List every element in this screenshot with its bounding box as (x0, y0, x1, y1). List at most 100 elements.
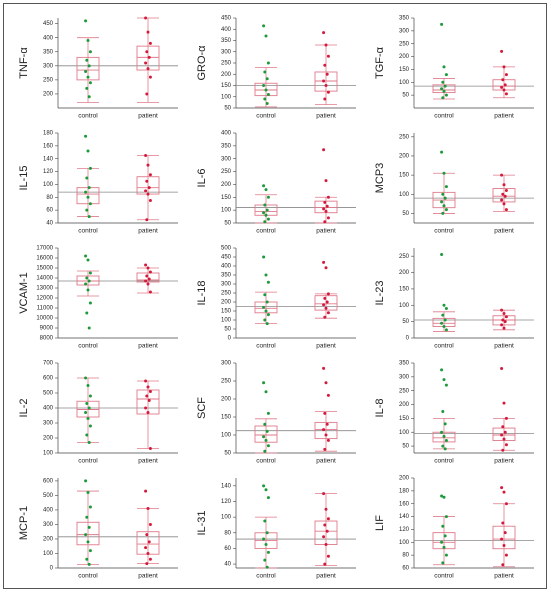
y-tick-label: 150 (399, 416, 410, 422)
data-point (443, 84, 447, 88)
data-point (145, 50, 149, 54)
data-point (263, 519, 267, 523)
y-tick-label: 200 (399, 402, 410, 408)
y-tick-label: 200 (43, 92, 54, 98)
data-point (86, 491, 90, 495)
data-point (263, 97, 267, 101)
data-point (322, 428, 326, 432)
x-tick-label: patient (494, 458, 514, 465)
y-axis-label: IL-8 (374, 399, 386, 418)
data-point (324, 507, 328, 511)
data-point (264, 438, 268, 442)
data-point (501, 318, 505, 322)
y-tick-label: 50 (402, 211, 409, 217)
data-point (444, 328, 448, 332)
y-tick-label: 0 (406, 336, 410, 342)
data-point (145, 394, 149, 398)
data-point (501, 448, 505, 452)
y-axis-label: MCP-1 (18, 506, 30, 540)
data-point (324, 306, 328, 310)
data-point (326, 517, 330, 521)
y-axis-label: IL-18 (196, 280, 208, 305)
data-point (145, 533, 149, 537)
y-tick-label: 250 (399, 388, 410, 394)
data-point (84, 282, 88, 286)
data-point (144, 263, 148, 267)
y-tick-label: 200 (399, 270, 410, 276)
data-point (88, 505, 92, 509)
y-tick-label: 50 (224, 106, 231, 112)
data-point (85, 208, 89, 212)
data-point (262, 381, 266, 385)
data-point (500, 85, 504, 89)
data-point (87, 441, 91, 444)
y-tick-label: 140 (43, 156, 54, 162)
y-tick-label: 0 (228, 336, 232, 342)
data-point (441, 561, 445, 565)
data-point (148, 290, 152, 294)
data-point (444, 439, 448, 443)
y-tick-label: 15000 (36, 266, 53, 272)
data-point (442, 325, 446, 329)
y-tick-label: 17000 (36, 246, 53, 252)
figure-border (3, 3, 547, 589)
data-point (326, 438, 330, 442)
y-axis-label: MCP3 (374, 163, 386, 194)
x-tick-label: patient (316, 573, 336, 580)
data-point (86, 75, 90, 79)
data-point (145, 179, 149, 183)
data-point (441, 524, 445, 528)
data-point (502, 437, 506, 441)
y-tick-label: 300 (221, 361, 232, 367)
y-axis-label: GRO-α (196, 45, 208, 81)
data-point (440, 494, 444, 498)
data-point (87, 64, 91, 68)
y-tick-label: 150 (221, 309, 232, 315)
data-point (148, 270, 152, 274)
data-point (263, 558, 267, 562)
data-point (322, 79, 326, 83)
y-tick-label: 200 (399, 54, 410, 60)
data-point (262, 484, 266, 488)
data-point (442, 545, 446, 549)
data-point (144, 489, 148, 493)
x-tick-label: control (256, 458, 276, 465)
data-point (84, 190, 88, 194)
y-tick-label: 100 (399, 540, 410, 546)
y-axis-label: IL-23 (374, 280, 386, 305)
y-tick-label: 200 (399, 154, 410, 160)
x-tick-label: patient (494, 573, 514, 580)
data-point (262, 305, 266, 309)
y-tick-label: 150 (221, 415, 232, 421)
data-point (84, 254, 88, 258)
data-point (441, 211, 445, 215)
x-tick-label: patient (494, 228, 514, 235)
data-point (322, 31, 326, 35)
data-point (326, 195, 330, 199)
data-point (266, 496, 270, 500)
y-tick-label: 100 (399, 80, 410, 86)
box (314, 295, 338, 311)
data-point (501, 521, 505, 525)
data-point (326, 393, 330, 397)
x-tick-label: patient (138, 343, 158, 350)
data-point (86, 288, 90, 292)
data-point (265, 208, 269, 212)
data-point (442, 378, 446, 382)
data-point (264, 309, 268, 313)
data-point (324, 84, 328, 87)
data-point (146, 192, 150, 196)
data-point (84, 411, 88, 414)
y-tick-label: 600 (43, 478, 54, 484)
y-axis-label: IL-15 (18, 165, 30, 190)
y-tick-label: 250 (221, 291, 232, 297)
data-point (323, 97, 327, 101)
y-tick-label: 300 (399, 374, 410, 380)
x-tick-label: control (434, 458, 454, 465)
data-point (86, 540, 90, 544)
data-point (323, 200, 327, 204)
data-point (262, 255, 266, 259)
data-point (444, 383, 448, 387)
box (76, 275, 100, 286)
data-point (324, 266, 328, 270)
